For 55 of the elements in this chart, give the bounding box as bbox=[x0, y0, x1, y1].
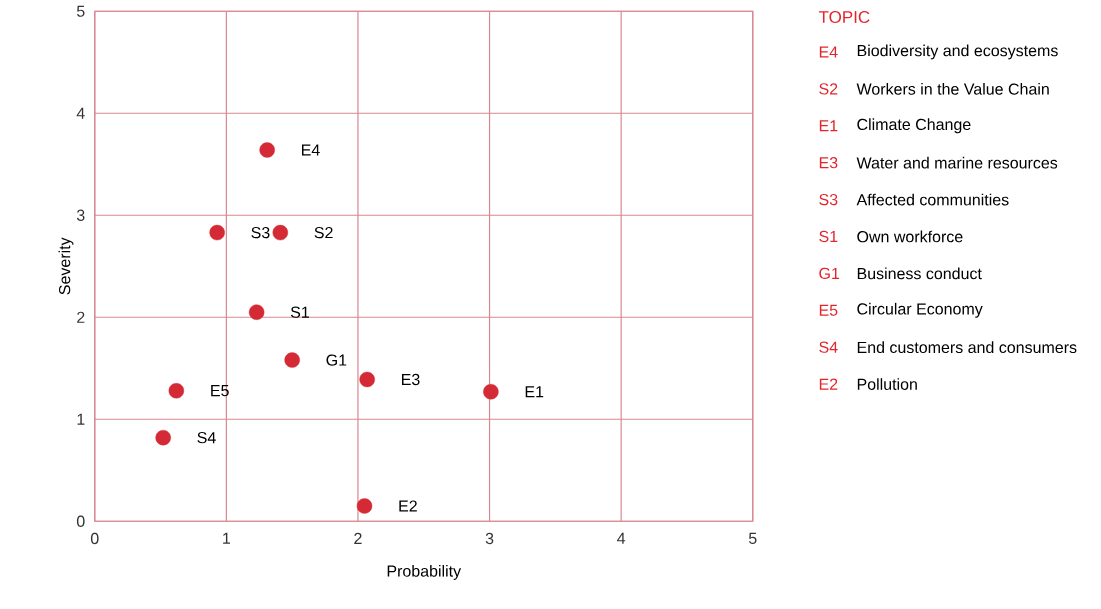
text: Pollution bbox=[857, 378, 917, 390]
category-label: E5 bbox=[819, 304, 838, 316]
text: Water and marine resources bbox=[856, 156, 1058, 169]
x-tick-label: 3 bbox=[485, 532, 494, 545]
point bbox=[356, 498, 373, 514]
annotation: S2 bbox=[314, 226, 333, 239]
y-tick-label: 2 bbox=[77, 311, 85, 323]
text: Circular Economy bbox=[857, 302, 983, 318]
text: Affected communities bbox=[856, 193, 1009, 206]
annotation: E3 bbox=[402, 373, 420, 386]
y-tick-label: 3 bbox=[76, 209, 85, 221]
text: Workers in the Value Chain bbox=[856, 83, 1049, 95]
y-tick-label: 5 bbox=[76, 5, 85, 17]
annotation: G1 bbox=[326, 354, 347, 366]
category-label: E4 bbox=[819, 46, 838, 58]
point bbox=[248, 304, 265, 320]
category-label: E3 bbox=[819, 157, 838, 169]
category-label: G1 bbox=[819, 267, 840, 280]
y-axis-title: Severity bbox=[58, 237, 74, 295]
annotation: E5 bbox=[211, 385, 229, 397]
annotation: E2 bbox=[399, 500, 417, 512]
x-tick-label: 5 bbox=[748, 532, 757, 544]
category-label: S1 bbox=[819, 230, 838, 243]
point bbox=[259, 142, 275, 158]
text: End customers and consumers bbox=[857, 341, 1077, 354]
point bbox=[155, 429, 171, 446]
annotation: E1 bbox=[525, 386, 544, 398]
category-label: S2 bbox=[819, 83, 838, 95]
text: TOPIC bbox=[818, 10, 870, 24]
point bbox=[209, 224, 225, 241]
annotation: S3 bbox=[251, 226, 270, 239]
text: Biodiversity and ecosystems bbox=[857, 44, 1058, 60]
point bbox=[168, 383, 185, 399]
text: Own workforce bbox=[857, 230, 963, 243]
point bbox=[359, 371, 375, 388]
x-tick-label: 2 bbox=[354, 532, 362, 544]
category-label: E1 bbox=[819, 120, 838, 132]
y-tick-label: 4 bbox=[76, 107, 85, 119]
point bbox=[284, 352, 300, 368]
point bbox=[483, 384, 499, 400]
x-axis-title: Probability bbox=[387, 565, 462, 580]
x-tick-label: 4 bbox=[617, 532, 626, 544]
text: Business conduct bbox=[857, 267, 982, 280]
point bbox=[272, 224, 289, 241]
category-label: E2 bbox=[819, 378, 838, 390]
annotation: S1 bbox=[290, 306, 309, 318]
x-tick-label: 0 bbox=[90, 532, 99, 545]
category-label: S4 bbox=[819, 341, 838, 353]
category-label: S3 bbox=[819, 193, 838, 206]
text: Climate Change bbox=[857, 118, 971, 134]
annotation: S4 bbox=[197, 431, 216, 444]
y-tick-label: 0 bbox=[76, 515, 85, 527]
annotation: E4 bbox=[302, 144, 320, 156]
y-tick-label: 1 bbox=[77, 413, 85, 425]
x-tick-label: 1 bbox=[223, 532, 231, 544]
